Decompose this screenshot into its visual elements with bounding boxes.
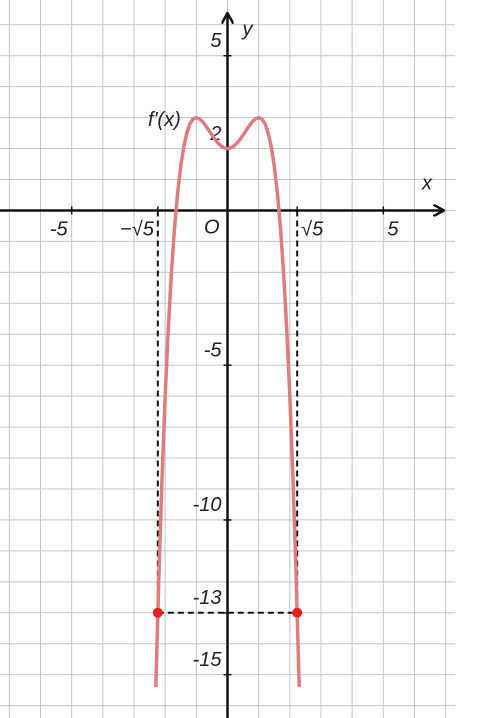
x-tick-label: -5 [50, 219, 69, 241]
y-tick-label: 2 [209, 123, 221, 145]
x-tick-label: −√5 [120, 219, 155, 241]
y-tick-label: -15 [193, 649, 223, 671]
point [292, 607, 303, 618]
curve [154, 115, 301, 688]
y-tick-label: -5 [204, 339, 223, 361]
x-tick-label: √5 [301, 219, 324, 241]
y-tick-label: 5 [210, 30, 222, 52]
annotation: f'(x) [148, 109, 181, 131]
origin-label: O [204, 217, 220, 239]
point [152, 607, 163, 618]
y-tick-label: -10 [193, 494, 222, 516]
y-tick-label: -13 [193, 587, 222, 609]
y-axis-label: y [241, 18, 254, 40]
x-tick-label: 5 [387, 219, 399, 241]
x-axis-label: x [421, 173, 433, 195]
